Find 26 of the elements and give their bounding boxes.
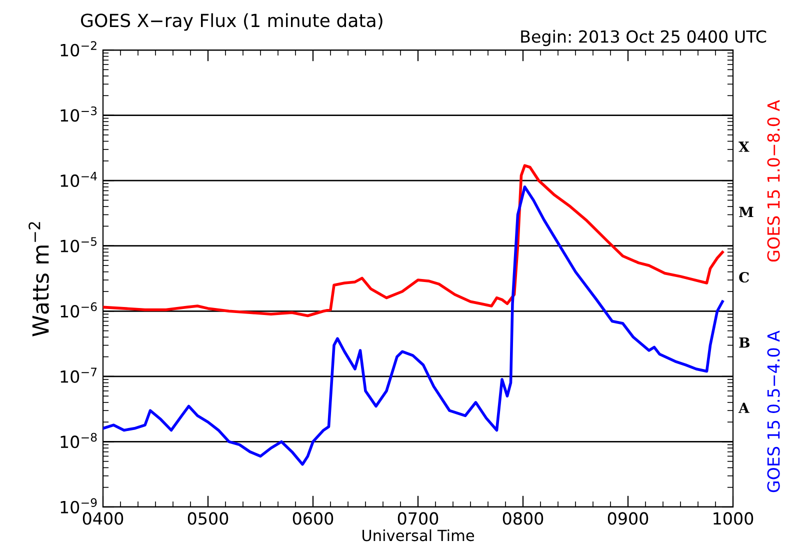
x-tick-label: 0600	[292, 512, 334, 525]
y-axis-title: Watts m$^{−2}$	[28, 222, 49, 336]
x-tick-label: 0800	[502, 512, 544, 525]
x-tick-label: 0500	[188, 512, 228, 525]
x-axis-title: Universal Time	[362, 529, 474, 542]
chart-title: GOES X−ray Flux (1 minute data)	[81, 13, 382, 31]
y-tick-label: 10$^{−8}$	[60, 432, 97, 448]
y-tick-label: 10$^{−3}$	[60, 106, 97, 122]
text: M	[739, 206, 754, 218]
text: GOES 15 0.5−4.0 A	[767, 330, 780, 492]
y-tick-label: 10$^{−7}$	[60, 368, 97, 383]
x-tick-label: 0700	[398, 512, 438, 525]
x-tick-label: 0900	[608, 512, 648, 525]
text: B	[739, 337, 750, 348]
text: GOES 15 1.0−8.0 A	[767, 100, 780, 262]
y-tick-label: 10$^{−4}$	[60, 172, 97, 188]
y-tick-label: 10$^{−5}$	[60, 237, 97, 252]
y-tick-label: 10$^{−2}$	[60, 41, 96, 56]
x-tick-label: 0400	[82, 512, 124, 525]
y-tick-label: 10$^{−6}$	[60, 302, 97, 318]
text: A	[738, 402, 750, 413]
text: X	[738, 142, 750, 152]
chart-subtitle: Begin: 2013 Oct 25 0400 UTC	[521, 30, 766, 46]
x-tick-label: 1000	[714, 512, 754, 525]
text: C	[739, 272, 749, 283]
y-tick-label: 10$^{−9}$	[60, 498, 97, 514]
